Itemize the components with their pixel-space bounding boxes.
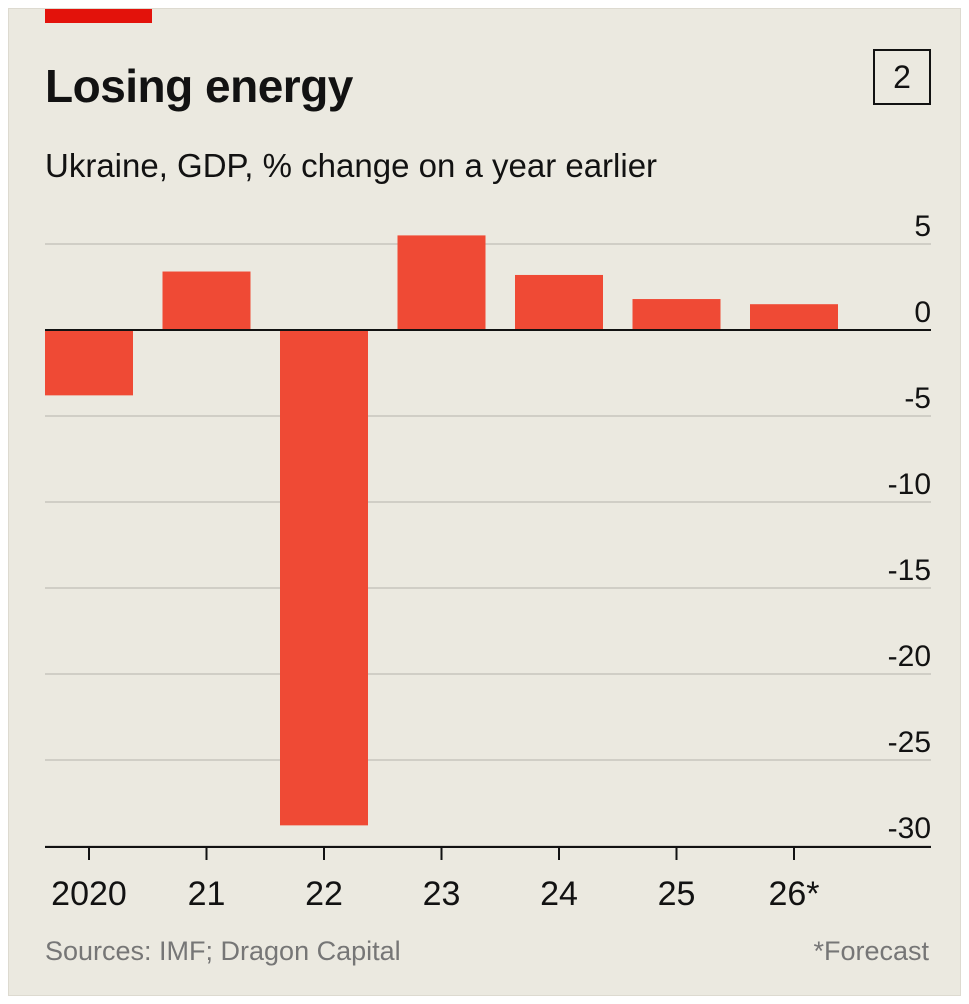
axes [45, 329, 931, 860]
bar [632, 299, 721, 330]
forecast-footnote: *Forecast [813, 936, 929, 966]
x-tick-label: 2020 [51, 875, 127, 913]
y-tick-label: -15 [888, 554, 931, 587]
x-tick-label: 22 [305, 875, 343, 913]
y-tick-label: -10 [888, 468, 931, 501]
x-tick-label: 26* [768, 875, 819, 913]
gridlines [45, 243, 931, 847]
labels: 5 0 -5 -10 -15 -20 -25 -30 2020 21 22 23 24 25 26* [51, 210, 931, 913]
source-note: Sources: IMF; Dragon Capital [45, 936, 401, 966]
x-tick-label: 24 [540, 875, 578, 913]
chart-number-badge: 2 [873, 49, 931, 105]
x-tick-label: 23 [423, 875, 461, 913]
y-tick-label: 0 [914, 296, 931, 329]
bars [45, 235, 838, 826]
y-tick-label: -25 [888, 726, 931, 759]
x-tick-label: 21 [188, 875, 226, 913]
y-tick-label: -20 [888, 640, 931, 673]
bar [750, 304, 838, 330]
chart-card: Losing energy 2 Ukraine, GDP, % change o… [8, 8, 961, 996]
bar [515, 274, 603, 330]
y-tick-label: 5 [914, 210, 931, 243]
y-tick-label: -5 [904, 382, 931, 415]
y-tick-label: -30 [888, 812, 931, 845]
chart-subtitle: Ukraine, GDP, % change on a year earlier [45, 147, 658, 184]
bar-chart: 5 0 -5 -10 -15 -20 -25 -30 2020 21 22 23 24 25 26* [45, 210, 931, 913]
accent-bar [45, 9, 152, 23]
chart-title: Losing energy [45, 60, 353, 112]
x-tick-label: 25 [658, 875, 696, 913]
bar [280, 330, 368, 826]
bar [162, 271, 251, 330]
bar [397, 235, 486, 330]
bar [45, 330, 133, 396]
